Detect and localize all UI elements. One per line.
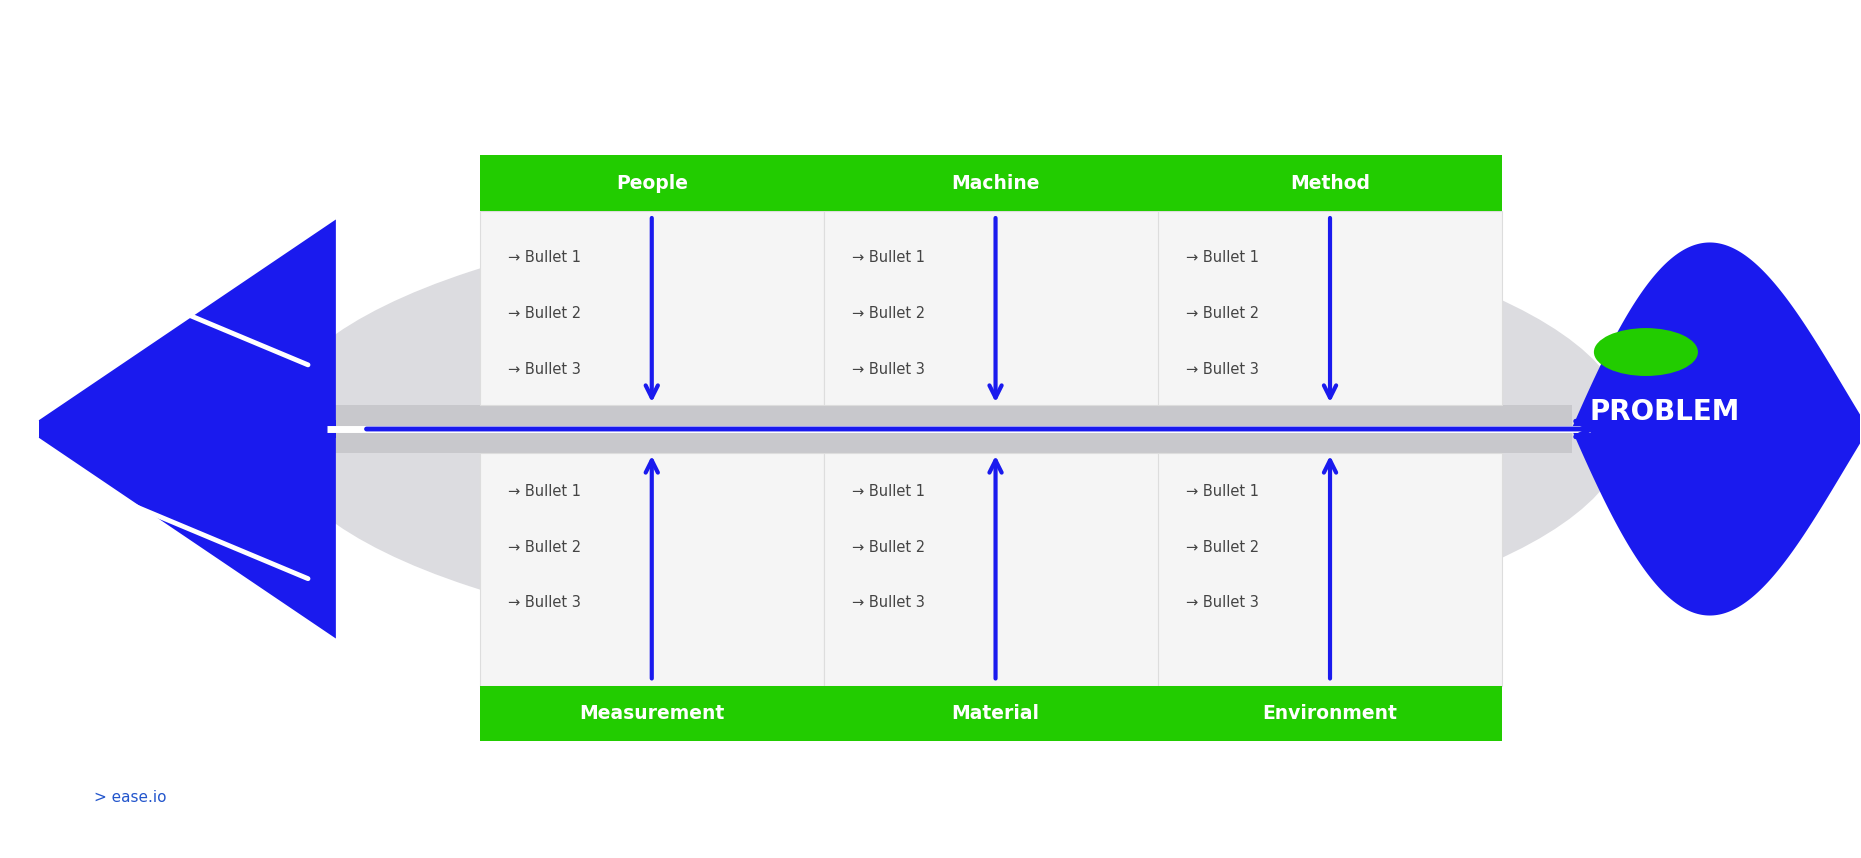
Text: → Bullet 3: → Bullet 3 [852, 595, 925, 610]
Text: → Bullet 3: → Bullet 3 [508, 361, 581, 377]
Text: → Bullet 2: → Bullet 2 [1185, 540, 1260, 554]
Text: Measurement: Measurement [579, 704, 724, 722]
FancyBboxPatch shape [824, 453, 1167, 686]
Text: → Bullet 2: → Bullet 2 [508, 540, 581, 554]
Text: Material: Material [951, 704, 1040, 722]
FancyBboxPatch shape [480, 211, 824, 405]
FancyBboxPatch shape [1158, 453, 1502, 686]
Text: Machine: Machine [951, 173, 1040, 193]
Text: Method: Method [1290, 173, 1370, 193]
Ellipse shape [272, 207, 1627, 651]
Text: → Bullet 3: → Bullet 3 [852, 361, 925, 377]
FancyBboxPatch shape [480, 686, 824, 741]
Text: → Bullet 1: → Bullet 1 [852, 484, 925, 499]
FancyBboxPatch shape [326, 406, 1571, 452]
Polygon shape [1571, 243, 1861, 615]
Text: PROBLEM: PROBLEM [1589, 398, 1740, 426]
Text: → Bullet 2: → Bullet 2 [852, 540, 925, 554]
Text: → Bullet 1: → Bullet 1 [508, 484, 581, 499]
FancyBboxPatch shape [1158, 155, 1502, 211]
Text: → Bullet 2: → Bullet 2 [1185, 306, 1260, 321]
FancyBboxPatch shape [1158, 686, 1502, 741]
Text: → Bullet 1: → Bullet 1 [1185, 251, 1260, 265]
Text: People: People [616, 173, 689, 193]
Text: → Bullet 2: → Bullet 2 [508, 306, 581, 321]
Polygon shape [884, 241, 1107, 403]
Text: → Bullet 3: → Bullet 3 [1185, 361, 1258, 377]
FancyBboxPatch shape [480, 155, 824, 211]
Text: > ease.io: > ease.io [95, 790, 167, 806]
Polygon shape [884, 455, 1107, 617]
Circle shape [1593, 328, 1697, 376]
FancyBboxPatch shape [480, 453, 824, 686]
FancyBboxPatch shape [824, 211, 1167, 405]
FancyBboxPatch shape [824, 686, 1167, 741]
Text: → Bullet 1: → Bullet 1 [508, 251, 581, 265]
Text: → Bullet 2: → Bullet 2 [852, 306, 925, 321]
Text: → Bullet 3: → Bullet 3 [1185, 595, 1258, 610]
Polygon shape [39, 438, 335, 638]
Text: Environment: Environment [1262, 704, 1398, 722]
Polygon shape [39, 220, 335, 420]
Text: → Bullet 1: → Bullet 1 [1185, 484, 1260, 499]
FancyBboxPatch shape [1158, 211, 1502, 405]
FancyBboxPatch shape [824, 155, 1167, 211]
Text: → Bullet 3: → Bullet 3 [508, 595, 581, 610]
Text: → Bullet 1: → Bullet 1 [852, 251, 925, 265]
Polygon shape [39, 420, 335, 438]
